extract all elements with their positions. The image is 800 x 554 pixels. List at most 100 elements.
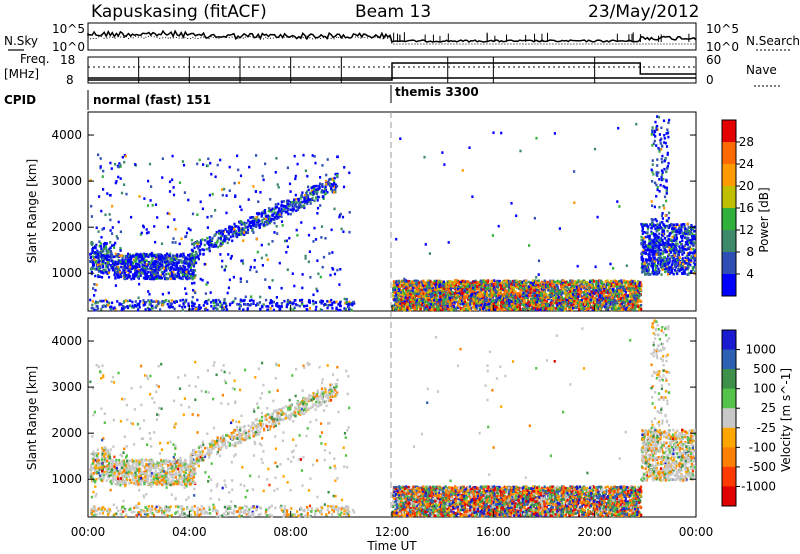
scatter-cell [99, 263, 102, 266]
scatter-cell [492, 291, 495, 295]
scatter-cell [171, 305, 174, 309]
scatter-cell [173, 254, 177, 258]
scatter-cell [434, 286, 438, 289]
scatter-cell [127, 269, 130, 272]
scatter-cell [471, 302, 474, 305]
scatter-cell [313, 184, 316, 188]
scatter-cell [516, 281, 519, 285]
scatter-cell [197, 306, 200, 309]
scatter-cell [114, 271, 117, 275]
scatter-cell [150, 185, 153, 188]
scatter-cell [130, 258, 133, 261]
scatter-cell [311, 197, 314, 200]
scatter-cell [154, 240, 157, 244]
scatter-cell [163, 270, 166, 274]
noise-search-trace [87, 35, 696, 45]
scatter-cell [218, 300, 222, 304]
scatter-cell [211, 192, 214, 196]
scatter-cell [108, 213, 111, 216]
scatter-cell [242, 262, 245, 265]
scatter-cell [485, 306, 488, 310]
scatter-cell [144, 308, 147, 311]
scatter-cell [462, 282, 465, 286]
scatter-cell [312, 293, 315, 297]
scatter-cell [452, 303, 455, 306]
scatter-cell [523, 306, 526, 309]
scatter-cell [100, 247, 103, 251]
scatter-cell [334, 172, 337, 176]
scatter-cell [557, 281, 560, 285]
scatter-cell [264, 217, 267, 220]
scatter-cell [136, 275, 139, 278]
scatter-cell [313, 226, 316, 230]
scatter-cell [288, 182, 292, 186]
scatter-cell [615, 290, 618, 293]
scatter-cell [277, 216, 280, 219]
scatter-cell [290, 201, 293, 204]
scatter-cell [307, 260, 310, 264]
scatter-cell [326, 191, 329, 194]
scatter-cell [322, 197, 325, 200]
scatter-cell [549, 279, 552, 283]
scatter-cell [194, 274, 197, 277]
scatter-cell [474, 306, 477, 309]
scatter-cell [117, 274, 120, 277]
scatter-cell [543, 288, 546, 292]
scatter-cell [99, 165, 102, 168]
scatter-cell [207, 243, 211, 246]
scatter-cell [344, 307, 348, 311]
scatter-cell [251, 227, 254, 231]
scatter-cell [314, 238, 318, 241]
scatter-cell [291, 209, 294, 213]
scatter-cell [243, 223, 246, 227]
scatter-cell [456, 300, 459, 304]
scatter-cell [175, 300, 178, 303]
scatter-cell [511, 279, 515, 283]
scatter-cell [398, 301, 401, 304]
scatter-cell [181, 298, 185, 302]
scatter-cell [616, 301, 619, 305]
scatter-cell [566, 301, 569, 304]
scatter-cell [273, 231, 276, 234]
scatter-cell [627, 302, 630, 305]
scatter-cell [173, 218, 176, 221]
scatter-cell [450, 292, 453, 295]
scatter-cell [116, 253, 119, 256]
scatter-cell [114, 252, 117, 256]
scatter-cell [91, 300, 94, 303]
scatter-cell [101, 228, 104, 231]
scatter-cell [594, 286, 598, 290]
scatter-cell [331, 266, 334, 270]
scatter-cell [276, 232, 279, 235]
scatter-cell [160, 271, 163, 274]
scatter-cell [178, 269, 181, 272]
scatter-cell [320, 302, 323, 305]
scatter-cell [240, 208, 243, 212]
scatter-cell [348, 171, 351, 175]
scatter-cell [319, 176, 322, 179]
scatter-cell [538, 287, 541, 291]
scatter-cell [501, 287, 504, 290]
scatter-cell [449, 286, 452, 289]
scatter-cell [232, 234, 235, 238]
scatter-cell [232, 300, 235, 303]
scatter-cell [338, 283, 341, 286]
scatter-cell [240, 230, 243, 233]
scatter-cell [170, 272, 174, 275]
scatter-cell [153, 260, 156, 263]
scatter-cell [497, 283, 500, 287]
scatter-cell [124, 306, 127, 309]
scatter-cell [170, 258, 173, 262]
scatter-cell [228, 165, 231, 169]
scatter-cell [540, 280, 543, 284]
scatter-cell [296, 198, 299, 201]
scatter-cell [147, 308, 151, 311]
scatter-cell [336, 174, 339, 177]
scatter-cell [466, 292, 469, 296]
scatter-cell [565, 289, 568, 293]
scatter-cell [221, 259, 224, 263]
scatter-cell [609, 291, 612, 295]
scatter-cell [338, 301, 341, 305]
scatter-cell [220, 243, 223, 246]
scatter-cell [102, 227, 105, 230]
